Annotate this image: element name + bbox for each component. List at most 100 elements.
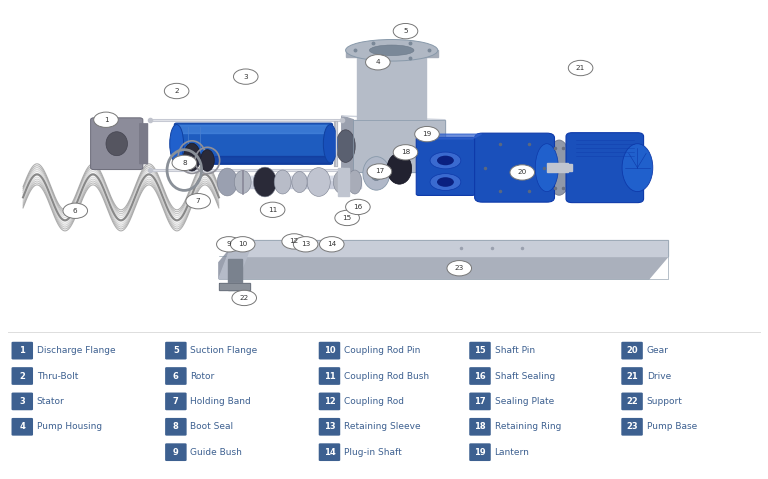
Text: 20: 20 — [626, 346, 638, 355]
FancyBboxPatch shape — [566, 133, 644, 203]
Text: 4: 4 — [376, 59, 380, 65]
Text: 9: 9 — [227, 241, 231, 247]
FancyBboxPatch shape — [12, 342, 33, 359]
Circle shape — [319, 237, 344, 252]
Ellipse shape — [535, 144, 558, 192]
Circle shape — [94, 112, 118, 127]
Text: 21: 21 — [576, 65, 585, 71]
Ellipse shape — [106, 132, 127, 156]
Text: 3: 3 — [243, 74, 248, 80]
Circle shape — [510, 165, 535, 180]
Ellipse shape — [348, 170, 362, 194]
Ellipse shape — [307, 168, 330, 196]
Text: 4: 4 — [19, 422, 25, 431]
Text: 3: 3 — [19, 397, 25, 406]
Ellipse shape — [547, 140, 571, 195]
Ellipse shape — [346, 40, 438, 61]
Circle shape — [260, 202, 285, 217]
Text: 1: 1 — [19, 346, 25, 355]
Text: 9: 9 — [173, 448, 179, 456]
Text: Boot Seal: Boot Seal — [190, 422, 233, 431]
Polygon shape — [219, 283, 250, 290]
Text: Thru-Bolt: Thru-Bolt — [37, 372, 78, 380]
Text: Suction Flange: Suction Flange — [190, 346, 258, 355]
Text: Stator: Stator — [37, 397, 65, 406]
Text: 7: 7 — [173, 397, 179, 406]
Ellipse shape — [362, 157, 389, 190]
Text: Rotor: Rotor — [190, 372, 215, 380]
Text: Gear: Gear — [647, 346, 668, 355]
Circle shape — [447, 261, 472, 276]
Ellipse shape — [430, 174, 461, 190]
Text: 10: 10 — [323, 346, 336, 355]
Ellipse shape — [253, 167, 276, 197]
Ellipse shape — [480, 137, 549, 199]
FancyBboxPatch shape — [139, 123, 148, 164]
Text: Holding Band: Holding Band — [190, 397, 251, 406]
Text: Coupling Rod: Coupling Rod — [344, 397, 404, 406]
FancyBboxPatch shape — [319, 418, 340, 436]
Text: Plug-in Shaft: Plug-in Shaft — [344, 448, 402, 456]
Text: 23: 23 — [455, 265, 464, 271]
Text: Retaining Sleeve: Retaining Sleeve — [344, 422, 421, 431]
Ellipse shape — [323, 125, 337, 163]
FancyBboxPatch shape — [621, 367, 643, 385]
Polygon shape — [342, 116, 445, 120]
FancyBboxPatch shape — [174, 123, 333, 164]
Ellipse shape — [437, 177, 454, 187]
Circle shape — [186, 194, 210, 209]
FancyBboxPatch shape — [165, 418, 187, 436]
Text: Shaft Pin: Shaft Pin — [495, 346, 535, 355]
Text: 5: 5 — [173, 346, 179, 355]
FancyBboxPatch shape — [469, 444, 491, 461]
Text: 16: 16 — [474, 372, 486, 380]
FancyBboxPatch shape — [621, 342, 643, 359]
Polygon shape — [547, 163, 568, 172]
Ellipse shape — [234, 171, 251, 194]
Circle shape — [293, 237, 318, 252]
FancyBboxPatch shape — [469, 393, 491, 410]
Polygon shape — [357, 57, 426, 120]
Ellipse shape — [437, 156, 454, 165]
Circle shape — [346, 199, 370, 215]
Text: 10: 10 — [238, 241, 247, 247]
FancyBboxPatch shape — [165, 367, 187, 385]
FancyBboxPatch shape — [621, 418, 643, 436]
Text: Retaining Ring: Retaining Ring — [495, 422, 561, 431]
Circle shape — [63, 203, 88, 218]
Ellipse shape — [336, 130, 355, 162]
Text: 8: 8 — [182, 160, 187, 166]
FancyBboxPatch shape — [12, 393, 33, 410]
Text: 18: 18 — [401, 149, 410, 155]
Text: 16: 16 — [353, 204, 362, 210]
FancyBboxPatch shape — [475, 133, 554, 202]
FancyBboxPatch shape — [319, 342, 340, 359]
Text: 17: 17 — [375, 169, 384, 174]
Text: 12: 12 — [323, 397, 336, 406]
Text: 22: 22 — [240, 295, 249, 301]
Text: Lantern: Lantern — [495, 448, 529, 456]
Text: Support: Support — [647, 397, 683, 406]
Circle shape — [335, 210, 359, 226]
Text: 20: 20 — [518, 170, 527, 175]
Polygon shape — [219, 239, 253, 279]
Text: 2: 2 — [174, 88, 179, 94]
FancyBboxPatch shape — [621, 393, 643, 410]
FancyBboxPatch shape — [416, 137, 475, 195]
Polygon shape — [238, 240, 668, 256]
Text: 13: 13 — [301, 241, 310, 247]
Polygon shape — [342, 116, 353, 172]
Text: 6: 6 — [173, 372, 179, 380]
Circle shape — [282, 234, 306, 249]
FancyBboxPatch shape — [165, 393, 187, 410]
Text: Shaft Sealing: Shaft Sealing — [495, 372, 554, 380]
Text: 15: 15 — [474, 346, 486, 355]
Ellipse shape — [370, 166, 382, 181]
FancyBboxPatch shape — [91, 118, 143, 170]
Polygon shape — [219, 256, 668, 279]
FancyBboxPatch shape — [469, 367, 491, 385]
Polygon shape — [177, 125, 330, 133]
Text: 15: 15 — [343, 215, 352, 221]
Text: 13: 13 — [323, 422, 336, 431]
Text: 14: 14 — [323, 448, 336, 456]
